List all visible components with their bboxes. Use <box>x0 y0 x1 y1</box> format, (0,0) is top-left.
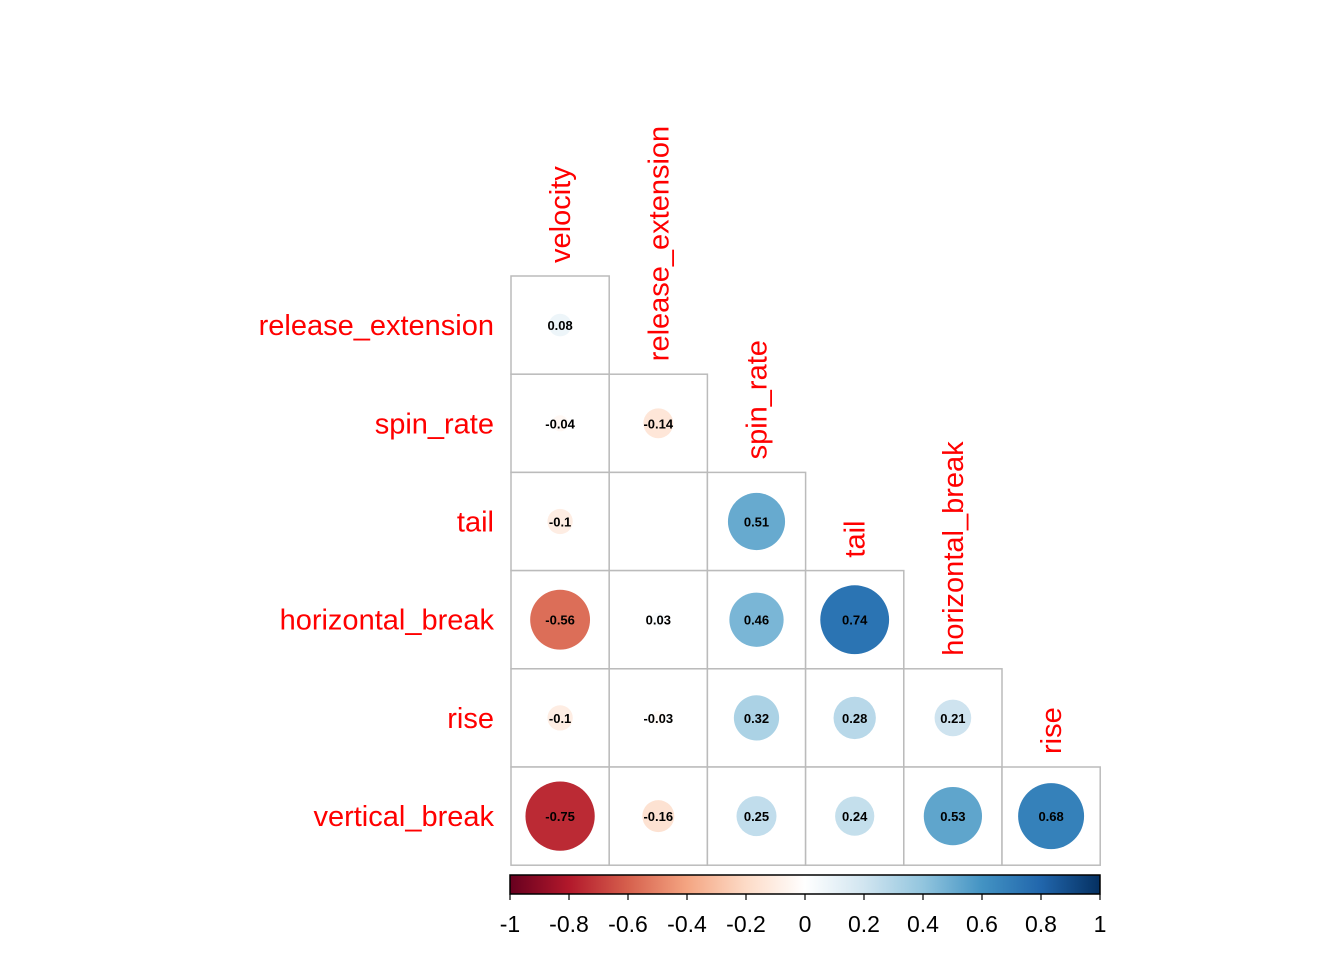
cell-vertical_break-tail: 0.24 <box>804 766 905 866</box>
correlation-circle <box>1018 783 1085 850</box>
colorbar-tick-label: 0.2 <box>848 911 880 937</box>
correlation-circle <box>643 408 674 439</box>
correlation-value: 0.32 <box>744 711 769 726</box>
correlation-circle <box>733 695 780 741</box>
column-label: spin_rate <box>742 340 774 459</box>
correlation-circle <box>547 705 573 731</box>
cell-vertical_break-release_extension: -0.16 <box>608 766 709 866</box>
cell-tail-release_extension <box>608 471 709 572</box>
row-label: rise <box>447 703 494 735</box>
correlation-circle <box>727 492 786 551</box>
correlation-value: -0.1 <box>549 515 571 530</box>
colorbar-tick-label: 0 <box>799 911 812 937</box>
correlation-circle <box>552 415 569 432</box>
row-label: vertical_break <box>313 801 494 833</box>
correlation-value: 0.74 <box>842 613 868 628</box>
cell-vertical_break-spin_rate: 0.25 <box>706 766 807 866</box>
cell-spin_rate-release_extension: -0.14 <box>608 373 709 474</box>
cell-vertical_break-rise: 0.68 <box>1001 766 1101 866</box>
cell-horizontal_break-release_extension: 0.03 <box>608 569 709 670</box>
cell-rise-velocity: -0.1 <box>510 668 610 768</box>
row-label: horizontal_break <box>280 605 495 637</box>
colorbar-tick-label: -0.4 <box>667 911 707 937</box>
cell-border <box>608 471 709 572</box>
correlation-circle <box>530 589 591 650</box>
correlation-circle <box>729 592 784 647</box>
column-label: rise <box>1036 707 1068 754</box>
cell-vertical_break-velocity: -0.75 <box>510 766 610 866</box>
correlation-value: 0.24 <box>842 809 868 824</box>
column-label: velocity <box>545 166 577 263</box>
correlation-value: 0.46 <box>744 613 769 628</box>
cell-rise-spin_rate: 0.32 <box>706 668 807 768</box>
colorbar-tick-label: 0.4 <box>907 911 939 937</box>
correlation-value: 0.25 <box>744 809 769 824</box>
correlation-value: -0.04 <box>545 416 575 431</box>
cell-rise-tail: 0.28 <box>804 668 905 768</box>
colorbar-gradient <box>509 874 1101 895</box>
correlation-value: -0.14 <box>643 416 673 431</box>
cell-horizontal_break-tail: 0.74 <box>804 569 905 670</box>
cell-tail-velocity: -0.1 <box>510 471 610 572</box>
correlation-circle <box>547 508 573 535</box>
colorbar: -1 -0.8 -0.6 -0.4 -0.2 0 0.2 0.4 0.6 0.8 1 <box>500 874 1107 937</box>
colorbar-tick-label: -1 <box>500 911 520 937</box>
correlation-circle <box>651 710 666 725</box>
colorbar-tick-label: 0.8 <box>1025 911 1057 937</box>
correlation-circle <box>835 796 875 836</box>
correlation-circle <box>525 781 595 851</box>
correlation-circle <box>923 786 983 846</box>
correlation-value: -0.1 <box>549 711 571 726</box>
correlation-circle <box>833 696 876 740</box>
correlation-value: 0.03 <box>646 613 671 628</box>
cell-horizontal_break-spin_rate: 0.46 <box>706 569 807 670</box>
correlation-value: -0.16 <box>643 809 673 824</box>
correlation-value: -0.56 <box>545 613 575 628</box>
correlation-value: 0.28 <box>842 711 867 726</box>
correlation-circle <box>934 699 972 737</box>
cell-vertical_break-horizontal_break: 0.53 <box>903 766 1003 866</box>
correlation-cells: 0.08 -0.04 -0.14 -0.1 0.51 -0.56 0.03 0.46 0.74 -… <box>510 275 1101 866</box>
colorbar-tick-label: -0.6 <box>608 911 648 937</box>
colorbar-tick-label: 0.6 <box>966 911 998 937</box>
correlation-value: 0.68 <box>1038 809 1063 824</box>
row-label: tail <box>457 507 494 539</box>
correlation-circle <box>651 612 666 627</box>
correlation-circle <box>820 585 890 655</box>
cell-rise-release_extension: -0.03 <box>608 668 709 768</box>
cell-spin_rate-velocity: -0.04 <box>510 373 610 474</box>
row-label: spin_rate <box>375 408 494 440</box>
correlation-value: 0.51 <box>744 515 769 530</box>
correlation-circle <box>736 796 777 837</box>
cell-tail-spin_rate: 0.51 <box>706 471 807 572</box>
correlation-value: 0.21 <box>940 711 965 726</box>
column-label: release_extension <box>643 126 675 361</box>
correlation-value: 0.08 <box>547 318 572 333</box>
correlation-value: -0.03 <box>643 711 673 726</box>
correlation-value: 0.53 <box>940 809 965 824</box>
colorbar-tick-label: 1 <box>1094 911 1107 937</box>
cell-release_extension-velocity: 0.08 <box>510 275 610 375</box>
correlation-circle <box>642 800 675 833</box>
correlation-value: -0.75 <box>545 809 575 824</box>
colorbar-tick-label: -0.2 <box>726 911 766 937</box>
colorbar-tick-label: -0.8 <box>549 911 589 937</box>
cell-rise-horizontal_break: 0.21 <box>903 668 1003 768</box>
column-label: tail <box>840 521 872 558</box>
column-label: horizontal_break <box>938 441 970 656</box>
cell-horizontal_break-velocity: -0.56 <box>510 569 610 670</box>
row-label: release_extension <box>259 310 494 342</box>
correlation-circle <box>548 313 572 337</box>
